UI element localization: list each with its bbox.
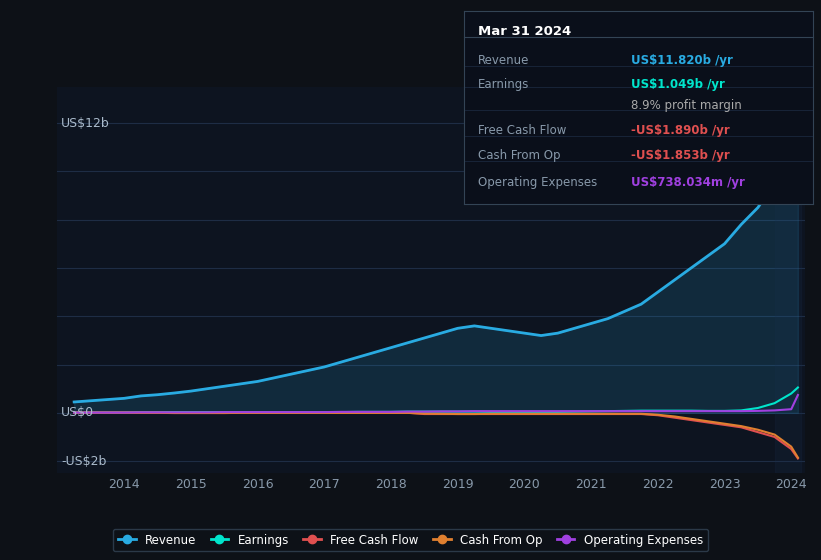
Text: US$738.034m /yr: US$738.034m /yr xyxy=(631,176,745,189)
Bar xyxy=(774,87,801,473)
Text: Cash From Op: Cash From Op xyxy=(478,150,560,162)
Text: Revenue: Revenue xyxy=(478,54,530,67)
Legend: Revenue, Earnings, Free Cash Flow, Cash From Op, Operating Expenses: Revenue, Earnings, Free Cash Flow, Cash … xyxy=(113,529,708,551)
Text: Free Cash Flow: Free Cash Flow xyxy=(478,124,566,137)
Text: -US$1.853b /yr: -US$1.853b /yr xyxy=(631,150,730,162)
Text: Mar 31 2024: Mar 31 2024 xyxy=(478,25,571,38)
Text: 8.9% profit margin: 8.9% profit margin xyxy=(631,99,742,112)
Text: US$0: US$0 xyxy=(62,407,94,419)
Text: -US$2b: -US$2b xyxy=(62,455,107,468)
Text: US$1.049b /yr: US$1.049b /yr xyxy=(631,78,725,91)
Text: US$12b: US$12b xyxy=(62,116,110,129)
Text: US$11.820b /yr: US$11.820b /yr xyxy=(631,54,733,67)
Text: -US$1.890b /yr: -US$1.890b /yr xyxy=(631,124,730,137)
Text: Earnings: Earnings xyxy=(478,78,530,91)
Text: Operating Expenses: Operating Expenses xyxy=(478,176,597,189)
